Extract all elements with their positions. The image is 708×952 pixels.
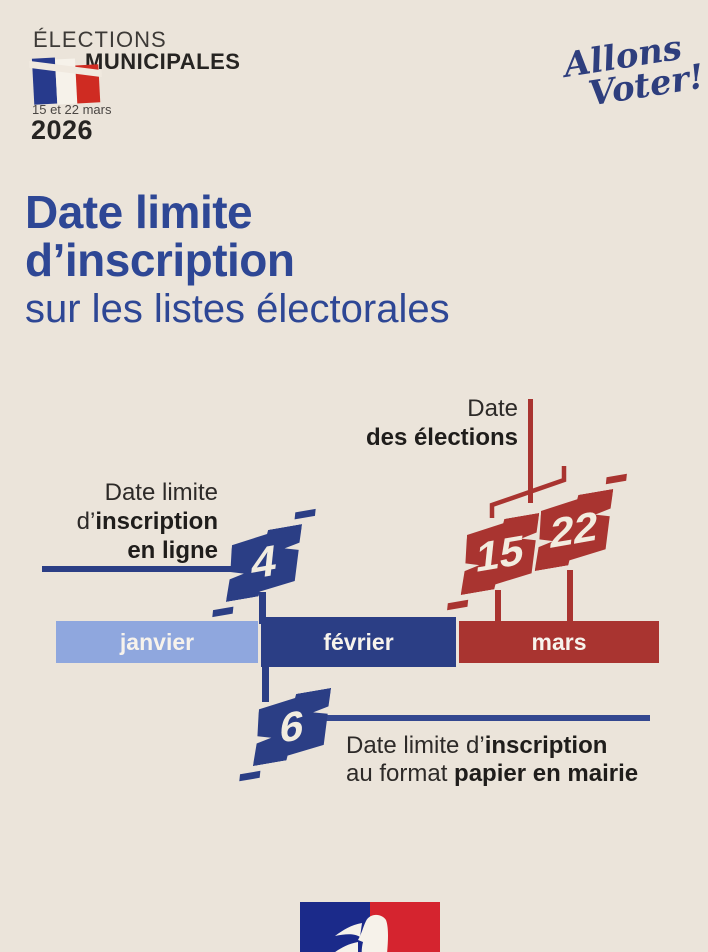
badge-day-22-number: 22 (535, 489, 614, 571)
badge-day-22: 22 (535, 473, 627, 571)
online-label-l2b: inscription (95, 508, 218, 535)
title-line-3: sur les listes électorales (25, 287, 450, 331)
badge-fleck (605, 473, 627, 485)
elections-label-l1: Date (467, 395, 518, 422)
header-year: 2026 (31, 115, 94, 145)
paper-label-l2b: papier en mairie (454, 760, 639, 787)
badge4-connector-line (259, 592, 266, 624)
timeline-bar: janvier février mars (56, 617, 659, 667)
badge-day-6: 6 (239, 688, 331, 782)
timeline-segment-fevrier: février (261, 617, 456, 667)
badge22-connector-line (567, 570, 573, 623)
month-label-fevrier: février (323, 628, 394, 655)
online-leader-line (42, 566, 238, 572)
badge-day-15: 15 (447, 513, 540, 611)
online-label-l1: Date limite (104, 479, 218, 506)
online-deadline-label: Date limite d’inscription en ligne (60, 478, 218, 565)
badge-day-6-number: 6 (253, 688, 331, 766)
paper-deadline-label: Date limite d’inscription au format papi… (346, 732, 676, 788)
badge-fleck (447, 599, 469, 611)
timeline-segment-mars: mars (459, 621, 659, 663)
header-dates: 15 et 22 mars (32, 102, 112, 117)
elections-bracket (489, 466, 567, 518)
badge15-connector-line (495, 590, 501, 623)
paper-leader-line (305, 715, 650, 721)
gov-marianne-logo (300, 902, 440, 952)
badge-day-4: 4 (212, 508, 316, 618)
title-line-2: d’inscription (25, 234, 295, 286)
badge-fleck (294, 508, 316, 520)
paper-label-l2a: au format (346, 760, 455, 787)
paper-label-l1b: inscription (484, 732, 608, 759)
title-line-1: Date limite (25, 186, 253, 238)
page-title: Date limite d’inscription sur les listes… (25, 188, 450, 332)
online-label-l2a: d’ (76, 508, 96, 535)
header-kicker: ÉLECTIONS (33, 27, 167, 52)
elections-leader-line (528, 399, 533, 503)
header-title: MUNICIPALES (85, 49, 241, 74)
month-label-mars: mars (531, 628, 587, 655)
allons-voter-logo: Allons Voter! (561, 28, 708, 115)
online-label-l3: en ligne (127, 537, 218, 564)
elections-label-l2: des élections (365, 424, 518, 451)
french-flag-icon (29, 57, 102, 105)
month-label-janvier: janvier (119, 628, 195, 655)
badge-fleck (239, 770, 261, 782)
elections-date-label: Date des élections (340, 394, 518, 452)
badge-day-4-number: 4 (226, 524, 302, 602)
timeline-segment-janvier: janvier (56, 621, 258, 663)
paper-label-l1a: Date limite d’ (346, 732, 485, 759)
badge-fleck (212, 606, 234, 618)
badge6-connector-line (262, 660, 269, 702)
badge-day-15-number: 15 (461, 513, 540, 595)
